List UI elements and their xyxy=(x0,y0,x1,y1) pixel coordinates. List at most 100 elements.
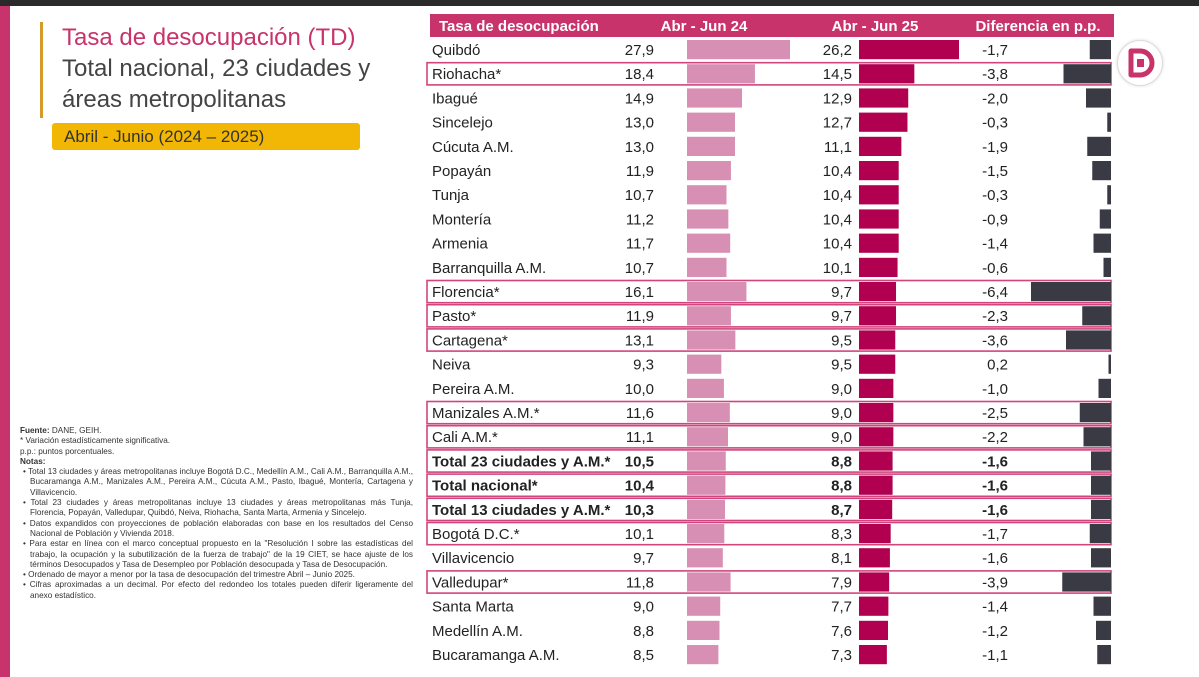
page-title: Tasa de desocupación (TD) Total nacional… xyxy=(62,22,422,115)
value-label-2024: 11,9 xyxy=(626,308,654,325)
bar-diff xyxy=(1093,596,1111,616)
note-item-text: Ordenado de mayor a menor por la tasa de… xyxy=(28,570,355,580)
value-label-2024: 27,9 xyxy=(625,42,654,59)
note-item-text: Para estar en línea con el marco concept… xyxy=(29,539,413,569)
bar-diff xyxy=(1092,161,1111,181)
value-label-2024: 18,4 xyxy=(625,66,654,83)
bar-diff xyxy=(1108,354,1111,374)
value-label-2024: 14,9 xyxy=(625,90,654,107)
fuente-value: DANE, GEIH. xyxy=(49,426,102,435)
bar-2024 xyxy=(687,64,755,84)
bar-2024 xyxy=(687,185,727,205)
title-line-2: Total nacional, 23 ciudades y xyxy=(62,55,371,82)
bar-diff xyxy=(1103,257,1111,277)
row-label: Total 23 ciudades y A.M.* xyxy=(432,453,611,470)
row-label: Total 13 ciudades y A.M.* xyxy=(432,502,611,519)
value-label-diff: -3,9 xyxy=(982,574,1008,591)
bar-2025 xyxy=(859,233,899,253)
row-label: Tunja xyxy=(432,187,470,204)
bar-2024 xyxy=(687,548,723,568)
bar-2025 xyxy=(859,524,891,544)
bar-2025 xyxy=(859,548,890,568)
bar-2025 xyxy=(859,185,899,205)
value-label-2024: 11,1 xyxy=(626,429,654,446)
bar-2025 xyxy=(859,354,896,374)
value-label-diff: -2,0 xyxy=(982,90,1008,107)
value-label-2024: 8,8 xyxy=(633,623,654,640)
bar-2024 xyxy=(687,306,731,326)
bar-2025 xyxy=(859,40,959,60)
value-label-2025: 7,9 xyxy=(831,574,852,591)
value-label-2025: 10,4 xyxy=(823,187,852,204)
value-label-2025: 8,7 xyxy=(831,502,852,519)
value-label-2024: 10,4 xyxy=(625,478,655,495)
bar-2024 xyxy=(687,378,724,398)
value-label-2024: 10,0 xyxy=(625,381,654,398)
bar-2024 xyxy=(687,499,726,519)
bar-diff xyxy=(1107,185,1111,205)
row-highlight-frame xyxy=(426,303,1112,328)
value-label-2025: 8,8 xyxy=(831,478,852,495)
pp-note: p.p.: puntos porcentuales. xyxy=(20,446,115,456)
value-label-2025: 9,0 xyxy=(831,381,852,398)
bar-2025 xyxy=(859,596,889,616)
value-label-diff: -3,8 xyxy=(982,66,1008,83)
row-label: Barranquilla A.M. xyxy=(432,260,546,277)
bar-2024 xyxy=(687,88,743,108)
bar-diff xyxy=(1089,524,1111,544)
bar-2024 xyxy=(687,282,747,302)
bar-2025 xyxy=(859,572,890,592)
bar-2025 xyxy=(859,403,894,423)
bar-2024 xyxy=(687,475,726,495)
value-label-2025: 9,5 xyxy=(831,357,852,374)
bar-diff xyxy=(1097,645,1111,665)
fuente-label: Fuente: xyxy=(20,426,50,435)
row-label: Popayán xyxy=(432,163,491,180)
note-item: • Para estar en línea con el marco conce… xyxy=(23,539,413,569)
bar-diff xyxy=(1091,548,1111,568)
bar-2024 xyxy=(687,112,735,132)
bar-diff xyxy=(1093,233,1111,253)
bar-diff xyxy=(1091,499,1111,519)
row-label: Pereira A.M. xyxy=(432,381,515,398)
value-label-2025: 7,3 xyxy=(831,647,852,664)
note-item: • Cifras aproximadas a un decimal. Por e… xyxy=(23,580,413,600)
value-label-diff: -1,1 xyxy=(982,647,1008,664)
value-label-diff: 0,2 xyxy=(987,357,1008,374)
bar-2024 xyxy=(687,330,736,350)
value-label-diff: -1,6 xyxy=(982,453,1008,470)
row-label: Quibdó xyxy=(432,42,480,59)
value-label-2024: 11,2 xyxy=(626,211,654,228)
top-bar xyxy=(0,0,1199,6)
value-label-2024: 11,9 xyxy=(626,163,654,180)
table-header-band xyxy=(430,14,1114,37)
value-label-diff: -1,9 xyxy=(982,139,1008,156)
value-label-2025: 9,5 xyxy=(831,332,852,349)
bar-diff xyxy=(1086,88,1111,108)
asterisk-note: * Variación estadísticamente significati… xyxy=(20,436,171,446)
bar-2025 xyxy=(859,451,893,471)
value-label-2024: 11,7 xyxy=(626,236,654,253)
value-label-2025: 9,7 xyxy=(831,284,852,301)
note-item-text: Total 23 ciudades y áreas metropolitanas… xyxy=(30,498,413,518)
bar-2024 xyxy=(687,524,725,544)
bar-2024 xyxy=(687,451,726,471)
column-header: Abr - Jun 24 xyxy=(661,18,748,35)
value-label-2025: 7,7 xyxy=(831,599,852,616)
value-label-diff: -1,7 xyxy=(982,42,1008,59)
value-label-diff: -0,3 xyxy=(982,115,1008,132)
value-label-2025: 9,0 xyxy=(831,429,852,446)
row-highlight-frame xyxy=(426,570,1112,594)
bar-2024 xyxy=(687,403,730,423)
value-label-2024: 10,3 xyxy=(625,502,654,519)
dane-logo-icon xyxy=(1117,40,1163,86)
bar-diff xyxy=(1083,427,1111,447)
value-label-2024: 13,0 xyxy=(625,115,654,132)
row-highlight-frame xyxy=(426,424,1112,449)
value-label-2025: 10,1 xyxy=(823,260,852,277)
row-label: Cartagena* xyxy=(432,332,508,349)
bar-2024 xyxy=(687,40,790,60)
bar-diff xyxy=(1099,209,1111,229)
value-label-2025: 9,7 xyxy=(831,308,852,325)
note-item-text: Cifras aproximadas a un decimal. Por efe… xyxy=(29,580,413,600)
